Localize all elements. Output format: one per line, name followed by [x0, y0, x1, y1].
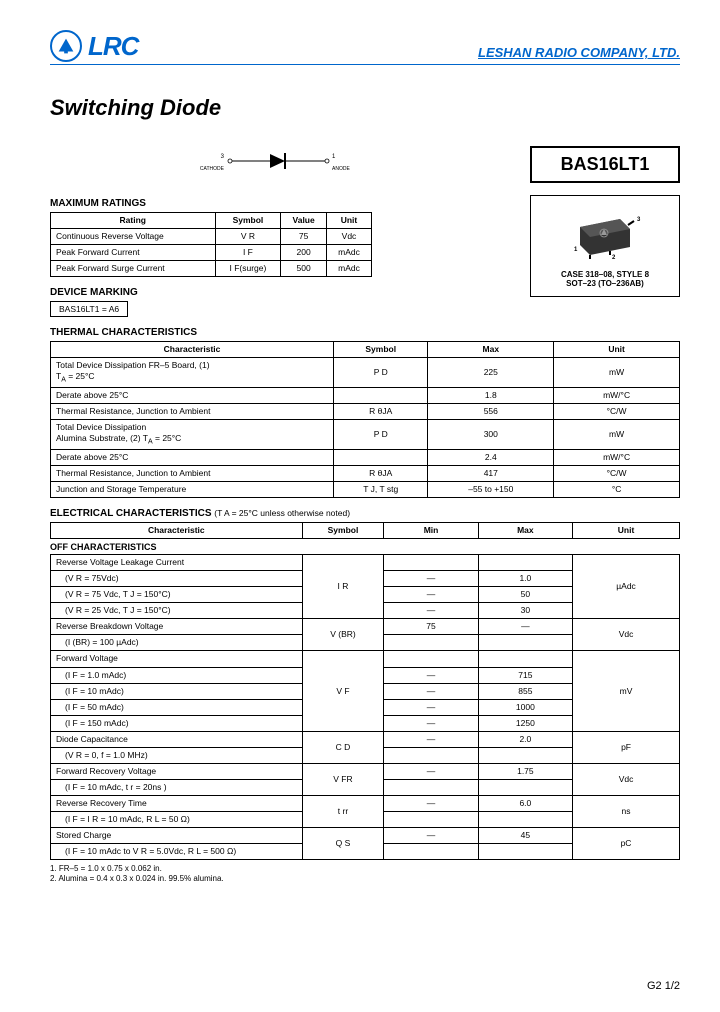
case-line2: SOT–23 (TO–236AB)	[539, 279, 671, 288]
logo-text: LRC	[88, 31, 138, 62]
table-header: Unit	[326, 213, 371, 229]
max-ratings-title: MAXIMUM RATINGS	[50, 198, 510, 209]
table-header: Symbol	[215, 213, 281, 229]
electrical-body-table: Reverse Voltage Leakage Current I R µAdc…	[50, 554, 680, 860]
table-header: Value	[281, 213, 327, 229]
case-line1: CASE 318–08, STYLE 8	[539, 270, 671, 279]
svg-text:3: 3	[637, 217, 641, 223]
svg-text:1: 1	[332, 154, 336, 160]
thermal-table: Characteristic Symbol Max Unit Total Dev…	[50, 341, 680, 498]
svg-text:1: 1	[574, 247, 578, 253]
page-footer: G2 1/2	[647, 980, 680, 992]
note-2: 2. Alumina = 0.4 x 0.3 x 0.024 in. 99.5%…	[50, 874, 680, 884]
note-1: 1. FR–5 = 1.0 x 0.75 x 0.062 in.	[50, 864, 680, 874]
table-header: Rating	[51, 213, 216, 229]
electrical-title: ELECTRICAL CHARACTERISTICS (T A = 25°C u…	[50, 508, 680, 519]
off-characteristics-title: OFF CHARACTERISTICS	[50, 539, 680, 554]
diode-symbol: 3 CATHODE 1 ANODE	[50, 146, 510, 178]
thermal-title: THERMAL CHARACTERISTICS	[50, 327, 680, 338]
case-box: 1 2 3 CASE 318–08, STYLE 8 SOT–23 (TO–23…	[530, 195, 680, 297]
footnotes: 1. FR–5 = 1.0 x 0.75 x 0.062 in. 2. Alum…	[50, 864, 680, 885]
part-number-box: BAS16LT1	[530, 146, 680, 183]
electrical-table: Characteristic Symbol Min Max Unit	[50, 522, 680, 539]
device-marking-box: BAS16LT1 = A6	[50, 301, 128, 317]
device-marking-title: DEVICE MARKING	[50, 287, 510, 298]
svg-text:ANODE: ANODE	[332, 166, 350, 172]
page-title: Switching Diode	[50, 95, 680, 121]
svg-text:3: 3	[221, 154, 225, 160]
logo-icon	[50, 30, 82, 62]
max-ratings-table: Rating Symbol Value Unit Continuous Reve…	[50, 212, 372, 277]
company-name: LESHAN RADIO COMPANY, LTD.	[478, 45, 680, 62]
svg-text:CATHODE: CATHODE	[200, 166, 225, 172]
page-header: LRC LESHAN RADIO COMPANY, LTD.	[50, 30, 680, 65]
svg-text:2: 2	[612, 255, 616, 261]
package-image: 1 2 3	[539, 204, 671, 264]
logo: LRC	[50, 30, 138, 62]
